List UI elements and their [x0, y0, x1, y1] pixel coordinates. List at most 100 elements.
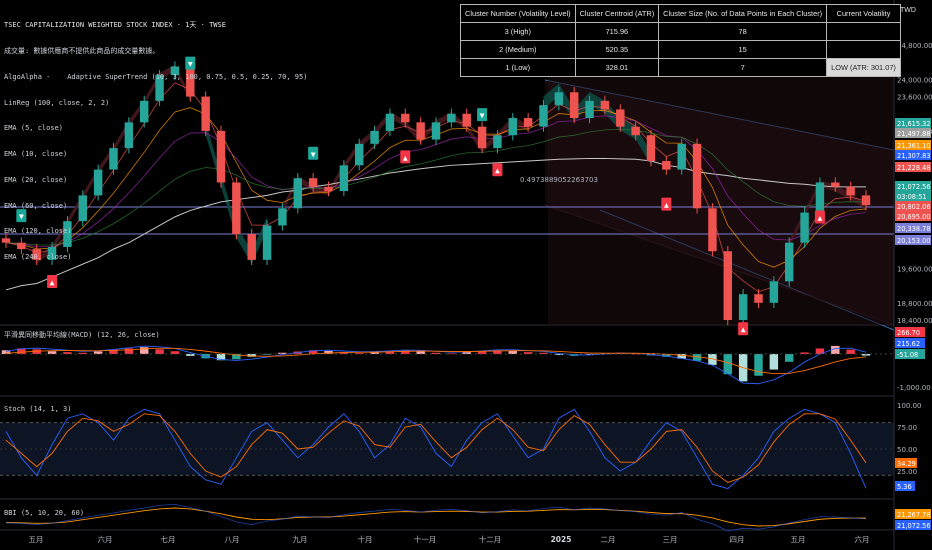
macd-histogram-bar: [800, 352, 809, 354]
indicator-legend-0[interactable]: AlgoAlpha - Adaptive SuperTrend (10, 3, …: [4, 72, 308, 81]
macd-histogram-bar: [370, 352, 379, 354]
price-label-text: 20,338.78: [897, 225, 931, 233]
sell-signal-marker: ▼: [185, 56, 196, 70]
x-tick-label: 五月: [791, 535, 806, 544]
macd-pane-label[interactable]: 平滑異同移動平均線(MACD) (12, 26, close): [4, 331, 160, 339]
candle-body: [631, 126, 640, 136]
x-tick-label: 五月: [29, 535, 44, 544]
macd-histogram-bar: [32, 349, 41, 354]
macd-histogram-bar: [508, 350, 518, 354]
header-cell: Cluster Size (No. of Data Points in Each…: [658, 4, 828, 23]
buy-signal-box: [814, 210, 825, 224]
lr-value-label: 0.4973889052263703: [520, 176, 598, 184]
price-label-text: 21,361.10: [897, 142, 931, 150]
table-cell: 15: [658, 40, 828, 59]
stoch-d-line: [5, 413, 867, 483]
candle-body: [262, 225, 272, 260]
up-arrow-icon: ▲: [741, 325, 746, 334]
table-cell: 1 (Low): [460, 58, 576, 77]
candle-body: [754, 294, 763, 303]
bbi-close-text: 21,072.56: [897, 522, 931, 530]
macd-histogram-bar: [662, 354, 671, 357]
candle-body: [109, 148, 118, 170]
table-row: 2 (Medium) 520.35 15: [460, 40, 901, 59]
indicator-legend-1[interactable]: LinReg (100, close, 2, 2): [4, 98, 110, 107]
indicator-legend-5[interactable]: EMA (60, close): [4, 201, 68, 210]
stoch-pane-label[interactable]: Stoch (14, 1, 3): [4, 405, 72, 413]
indicator-legend-3[interactable]: EMA (10, close): [4, 150, 68, 159]
price-label-text: 20,695.00: [897, 213, 931, 221]
macd-histogram-bar: [554, 354, 564, 355]
candle-body: [247, 234, 256, 260]
price-label-badge: [895, 235, 931, 245]
bbi-pane-label[interactable]: BBI (5, 10, 20, 60): [4, 509, 85, 517]
table-cell: 7: [658, 58, 828, 77]
candle-body: [585, 100, 594, 119]
table-cell: [826, 40, 901, 59]
candle-body: [447, 113, 456, 123]
up-arrow-icon: ▲: [664, 201, 669, 210]
candle-body: [769, 281, 779, 303]
macd-histogram-bar: [1, 350, 11, 354]
candle-body: [293, 178, 303, 209]
macd-histogram-bar: [416, 351, 425, 354]
indicator-legend-6[interactable]: EMA (120, close): [4, 227, 72, 236]
indicator-legend-2[interactable]: EMA (5, close): [4, 124, 64, 133]
up-arrow-icon: ▲: [50, 278, 55, 287]
sell-signal-box: [16, 209, 27, 223]
candle-body: [477, 126, 487, 149]
indicator-legend-4[interactable]: EMA (20, close): [4, 175, 68, 184]
candle-body: [139, 100, 149, 123]
candle-body: [370, 130, 379, 144]
candle-body: [32, 249, 41, 260]
table-cell: 520.35: [574, 40, 660, 59]
macd-histogram-bar: [170, 351, 180, 354]
bbi-close-badge: [895, 520, 931, 530]
macd-histogram-bar: [324, 350, 333, 354]
table-cell: 3 (High): [460, 22, 576, 41]
macd-histogram-bar: [124, 348, 134, 354]
candle-body: [278, 208, 287, 226]
macd-histogram-bar: [477, 351, 487, 354]
x-tick-label: 十一月: [414, 534, 437, 544]
macd-tick-label: -1,000.00: [897, 384, 931, 392]
price-label-text: 03:08:51: [897, 193, 927, 201]
macd-histogram-bar: [186, 354, 195, 356]
macd-histogram-bar: [723, 354, 733, 375]
buy-signal-box: [738, 322, 749, 336]
indicator-legend-7[interactable]: EMA (240, close): [4, 253, 72, 262]
down-arrow-icon: ▼: [311, 150, 316, 159]
price-label-badge: [895, 128, 931, 138]
stoch-d-value: 34.29: [897, 460, 916, 468]
stoch-tick-label: 100.00: [897, 402, 922, 410]
header-cell: Cluster Number (Volatility Level): [460, 4, 576, 23]
volume-note: 成交量: 數據供應商不提供此商品的成交量數據。: [4, 46, 160, 55]
x-tick-label: 三月: [663, 535, 678, 544]
candle-body: [201, 96, 210, 131]
stoch-tick-label: 75.00: [897, 424, 917, 432]
macd-histogram-bar: [769, 354, 779, 370]
macd-histogram-bar: [139, 347, 149, 354]
candle-body: [339, 165, 349, 192]
currency-button[interactable]: TWD: [900, 7, 916, 14]
candle-body: [170, 66, 180, 76]
table-cell: 328.01: [574, 58, 660, 77]
candle-body: [232, 182, 241, 235]
buy-signal-marker: ▲: [492, 163, 503, 177]
macd-histogram-bar: [278, 352, 287, 354]
macd-histogram-bar: [339, 352, 349, 354]
symbol-title: TSEC CAPITALIZATION WEIGHTED STOCK INDEX…: [4, 21, 226, 30]
macd-histogram-bar: [47, 351, 57, 354]
x-tick-label: 二月: [601, 535, 616, 544]
bbi-value-badge: [895, 509, 931, 519]
x-tick-label: 四月: [730, 535, 745, 544]
price-label-text: 21,497.88: [897, 130, 931, 138]
candle-body: [677, 143, 686, 170]
stoch-tick-label: 25.00: [897, 468, 917, 476]
stoch-d-badge: [895, 458, 917, 468]
candle-body: [815, 182, 825, 213]
macd-histogram-bar: [754, 354, 763, 376]
candle-body: [308, 178, 318, 187]
candle-body: [738, 294, 748, 320]
